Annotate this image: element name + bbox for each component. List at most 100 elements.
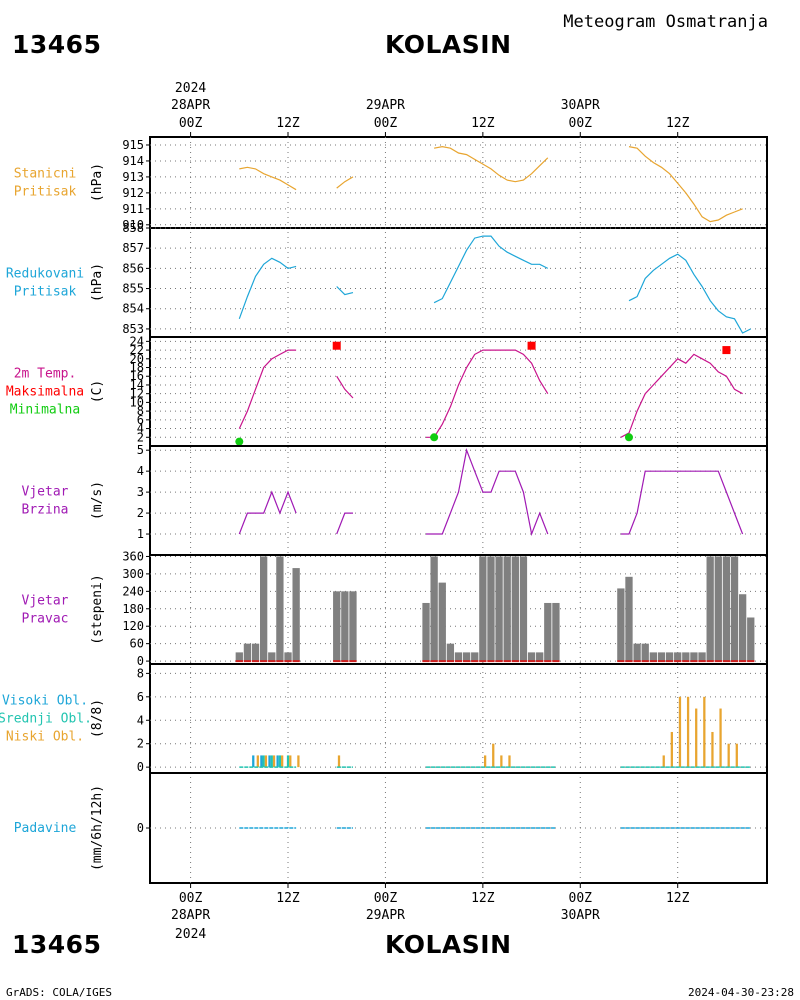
wind-dir-bar <box>747 617 755 662</box>
bottom-axis-hour-label: 12Z <box>666 891 690 906</box>
panel-clouds: 0 2 4 6 8 (8/8)Visoki Obl. Srednji Obl. Niski O… <box>0 663 767 774</box>
y-tick-label: 6 <box>137 690 144 704</box>
wind-dir-bar <box>641 643 649 662</box>
cloud-low-bar <box>719 708 722 768</box>
cloud-low-bar <box>289 755 292 768</box>
tmax-marker <box>332 341 341 350</box>
cloud-low-bar <box>508 755 511 768</box>
wind-dir-bar <box>633 643 641 662</box>
y-tick-label: 6 <box>137 413 144 427</box>
cloud-low-bar <box>678 696 682 768</box>
meteogram-title: Meteogram Osmatranja <box>563 12 768 32</box>
cloud-high-bar <box>276 755 279 768</box>
y-tick-label: 360 <box>122 549 144 563</box>
top-axis-hour-label: 00Z <box>374 116 398 131</box>
cloud-low-bar <box>492 743 495 768</box>
wind-dir-bar <box>284 652 292 662</box>
panel-label: Maksimalna <box>6 385 84 400</box>
cloud-low-bar <box>735 743 738 768</box>
y-tick-label: 914 <box>122 154 144 168</box>
top-axis-hour-label: 00Z <box>179 116 203 131</box>
panel-reduced-pressure: 853 854 855 856 857 858 (hPa) Redukovani Pritisa… <box>6 221 767 336</box>
series-line <box>426 448 549 537</box>
station-id-bottom: 13465 <box>12 930 102 959</box>
footer-timestamp: 2024-04-30-23:28 <box>688 986 794 999</box>
series-line <box>426 349 549 438</box>
station-id-top: 13465 <box>12 30 102 59</box>
wind-dir-bar <box>698 652 706 662</box>
panel-label: Srednji Obl. <box>0 712 92 727</box>
y-tick-label: 8 <box>137 404 144 418</box>
footer-credit: GrADS: COLA/IGES <box>6 986 112 999</box>
panel-label: Vjetar <box>22 485 69 500</box>
wind-dir-bar <box>341 591 349 662</box>
cloud-low-bar <box>256 755 259 768</box>
y-tick-label: 1 <box>137 527 144 541</box>
y-tick-label: 16 <box>130 369 144 383</box>
wind-dir-bar <box>706 556 714 662</box>
y-tick-label: 300 <box>122 567 144 581</box>
y-tick-label: 3 <box>137 485 144 499</box>
top-axis-date-label: 30APR <box>561 98 600 113</box>
y-tick-label: 5 <box>137 443 144 457</box>
tmin-marker <box>624 433 633 442</box>
y-tick-label: 915 <box>122 138 144 152</box>
wind-dir-bar <box>730 556 739 662</box>
cloud-high-bar <box>252 755 255 768</box>
wind-dir-bar <box>487 556 495 662</box>
y-tick-label: 854 <box>122 302 144 316</box>
panel-wind-speed: 1 2 3 4 5 (m/s) Vjetar Brzina <box>22 443 767 541</box>
wind-dir-bar <box>519 556 528 662</box>
cloud-high-bar <box>260 755 263 768</box>
wind-dir-bar <box>422 602 430 662</box>
y-tick-label: 180 <box>122 602 144 616</box>
panel-label: Niski Obl. <box>6 730 84 745</box>
y-tick-label: 120 <box>122 619 144 633</box>
series-line <box>336 512 353 535</box>
y-tick-label: 4 <box>137 713 144 727</box>
y-tick-label: 4 <box>137 422 144 436</box>
panel-label: Brzina <box>22 503 69 518</box>
wind-dir-bar <box>454 652 463 662</box>
series-line <box>336 176 354 189</box>
bottom-axis-hour-label: 00Z <box>179 891 203 906</box>
cloud-high-bar <box>268 755 271 768</box>
wind-dir-bar <box>536 652 544 662</box>
wind-dir-bar <box>674 652 682 662</box>
wind-dir-bar <box>260 556 268 662</box>
wind-dir-bar <box>527 652 536 662</box>
tmin-marker <box>235 437 244 446</box>
wind-dir-bar <box>479 556 487 662</box>
cloud-low-bar <box>297 755 300 768</box>
wind-dir-bar <box>552 602 560 662</box>
cloud-low-bar <box>272 755 276 768</box>
cloud-low-bar <box>500 755 503 768</box>
y-tick-label: 2 <box>137 737 144 751</box>
tmin-marker <box>430 433 439 442</box>
y-tick-label: 24 <box>130 334 144 348</box>
wind-dir-bar <box>235 652 243 662</box>
y-unit-label: (8/8) <box>90 699 105 738</box>
bottom-axis-hour-label: 12Z <box>276 891 300 906</box>
panel-station-pressure: 910 911 912 913 914 915 (hPa) Stanicni Pritisak <box>14 138 767 232</box>
cloud-low-bar <box>670 731 673 768</box>
panel-label: Redukovani <box>6 267 84 282</box>
y-tick-label: 14 <box>130 378 144 392</box>
y-tick-label: 22 <box>130 343 144 357</box>
cloud-low-bar <box>264 755 268 768</box>
cloud-mid-bar <box>278 755 282 768</box>
y-tick-label: 240 <box>122 584 144 598</box>
wind-dir-bar <box>738 594 747 662</box>
wind-dir-bar <box>690 652 698 662</box>
wind-dir-bar <box>349 591 357 662</box>
y-unit-label: (m/s) <box>90 481 105 520</box>
panel-wind-direction: 0 60 120 180 240 300 360 (stepeni) Vjetar Pravac <box>22 549 767 668</box>
panel-label: Pritisak <box>14 185 77 200</box>
bottom-axis-date-label: 30APR <box>561 908 600 923</box>
wind-dir-bar <box>714 556 722 662</box>
bottom-axis-date-label: 28APR <box>171 908 210 923</box>
series-line <box>336 286 354 296</box>
wind-dir-bar <box>276 556 284 662</box>
station-name-top: KOLASIN <box>385 30 512 59</box>
panel-label: Minimalna <box>10 403 80 418</box>
